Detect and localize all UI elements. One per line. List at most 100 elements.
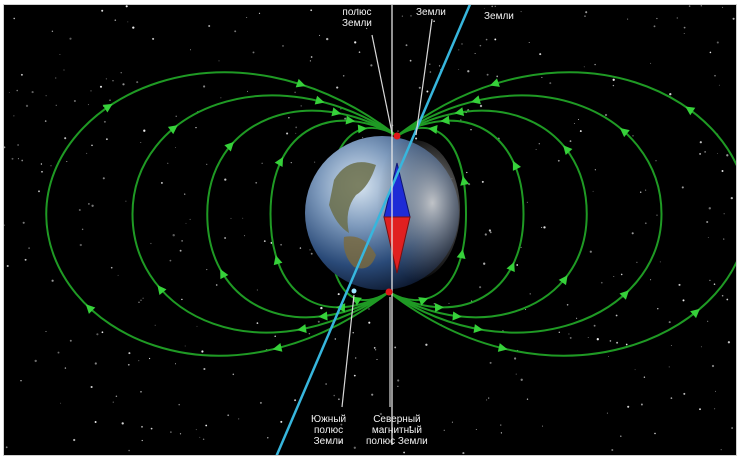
star [429, 63, 431, 65]
star [150, 427, 153, 430]
star [51, 279, 54, 282]
star [103, 120, 106, 123]
star [596, 338, 599, 341]
star [205, 424, 208, 427]
star [708, 207, 711, 210]
star [584, 15, 586, 17]
star [409, 426, 412, 428]
star [429, 71, 432, 73]
star [543, 226, 546, 229]
field-arrow [456, 249, 466, 259]
star [486, 399, 488, 401]
star [683, 392, 686, 395]
star [713, 283, 716, 285]
star [669, 93, 672, 96]
star [525, 309, 526, 311]
star [244, 235, 246, 237]
star [500, 432, 503, 434]
star [340, 423, 343, 426]
star [224, 237, 227, 239]
south-geographic-pole-marker [351, 288, 357, 294]
star [373, 347, 376, 349]
star [541, 76, 543, 78]
star [218, 60, 220, 62]
star [353, 446, 356, 449]
star [668, 366, 670, 368]
star [242, 217, 244, 219]
star [650, 62, 652, 64]
star [94, 362, 97, 365]
star [358, 51, 361, 53]
field-arrow [297, 324, 307, 334]
star [203, 367, 206, 371]
star [184, 345, 186, 347]
star [294, 91, 296, 94]
star [425, 343, 428, 346]
star [714, 408, 716, 410]
star [6, 264, 9, 268]
label-top-right: Земли [484, 11, 514, 22]
star [403, 451, 406, 454]
label-line: полюс [314, 425, 344, 436]
star [195, 429, 197, 431]
field-arrow [295, 78, 306, 88]
star [604, 113, 608, 117]
star [13, 17, 15, 20]
star [515, 373, 517, 375]
star [683, 26, 686, 29]
star [700, 346, 702, 348]
field-arrow [563, 145, 573, 156]
star [206, 269, 208, 271]
star [376, 359, 378, 360]
star [612, 78, 615, 81]
star [175, 147, 176, 148]
star [357, 8, 359, 10]
star [309, 60, 312, 62]
star [410, 15, 412, 17]
star [24, 258, 27, 261]
star [20, 380, 22, 382]
star [344, 117, 347, 120]
star [576, 317, 578, 319]
star [670, 344, 672, 347]
star [81, 228, 84, 231]
field-arrow [473, 324, 484, 333]
field-line [131, 94, 398, 334]
star [90, 385, 93, 389]
star [451, 421, 453, 423]
star [354, 41, 357, 44]
star [140, 299, 142, 301]
star [333, 394, 335, 397]
star [149, 357, 151, 360]
star [557, 159, 560, 162]
field-arrow [558, 275, 568, 286]
star [636, 261, 638, 264]
star [699, 408, 701, 411]
star [125, 5, 128, 8]
star [726, 154, 729, 157]
star [256, 289, 258, 291]
diagram-frame: полюс Земли Земли Земли Южный полюс Земл… [3, 4, 737, 456]
field-arrow [452, 311, 462, 321]
star [308, 332, 311, 335]
star [520, 378, 523, 381]
label-line: Северный [373, 414, 421, 425]
star [259, 401, 262, 404]
compass-south-half [383, 216, 411, 274]
star [4, 224, 5, 226]
star [51, 30, 54, 32]
star [485, 38, 488, 41]
star [310, 56, 313, 58]
star [475, 429, 477, 430]
star [40, 163, 43, 165]
star [723, 213, 725, 215]
star [267, 437, 269, 439]
star [263, 240, 266, 242]
star [409, 59, 412, 62]
star [196, 325, 198, 327]
star [336, 86, 339, 89]
star [295, 132, 297, 134]
field-arrow [506, 262, 515, 273]
star [579, 130, 582, 133]
star [627, 405, 630, 408]
